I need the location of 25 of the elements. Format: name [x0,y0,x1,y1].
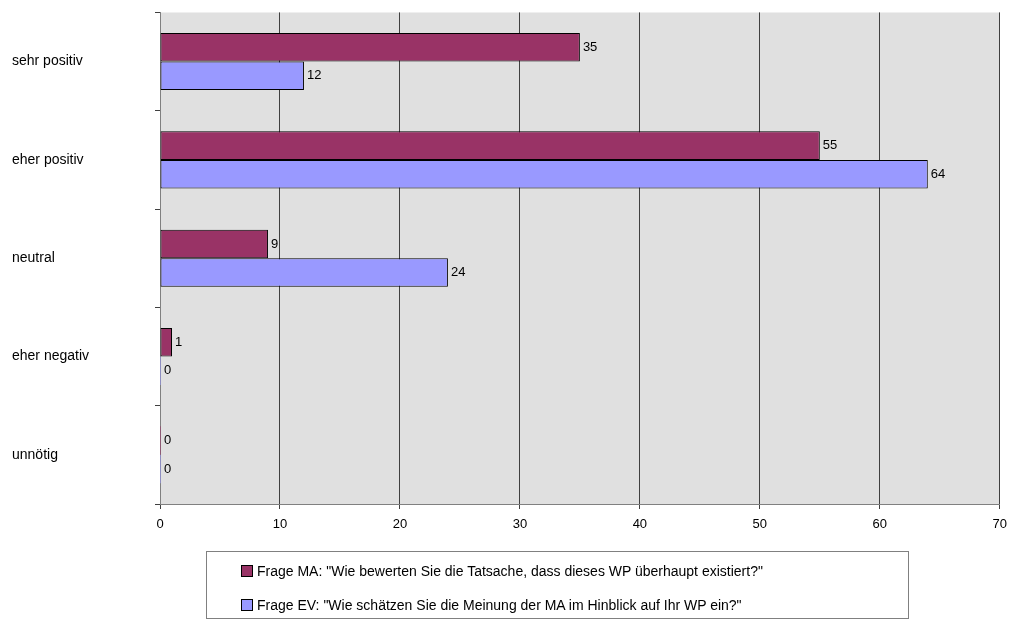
y-tick-label: eher negativ [12,347,90,364]
data-label: 0 [164,432,172,448]
y-tick-label: sehr positiv [12,52,83,69]
x-tick-label: 60 [872,516,888,532]
data-label: 1 [175,333,183,349]
data-label: 0 [164,362,172,378]
x-tick-label: 70 [992,516,1007,532]
data-label: 12 [306,67,322,83]
x-tick-label: 50 [752,516,768,532]
data-label: 0 [164,460,172,476]
y-tick-label: unnötig [12,445,58,462]
x-tick-label: 0 [156,516,164,532]
y-tick-label: eher positiv [12,150,84,167]
data-label: 35 [582,38,598,54]
x-tick-label: 40 [632,516,648,532]
legend-label: Frage EV: "Wie schätzen Sie die Meinung der MA im Hinblick auf Ihr WP ein?" [257,597,742,613]
data-label: 64 [930,165,946,181]
x-tick-label: 20 [392,516,408,532]
legend-label: Frage MA: "Wie bewerten Sie die Tatsache, dass dieses WP überhaupt existiert?" [257,563,763,579]
x-tick-label: 30 [512,516,528,532]
y-tick-label: neutral [12,249,55,266]
x-tick-label: 10 [272,516,288,532]
data-label: 55 [822,137,838,153]
data-label: 9 [270,235,279,251]
data-label: 24 [450,264,466,280]
